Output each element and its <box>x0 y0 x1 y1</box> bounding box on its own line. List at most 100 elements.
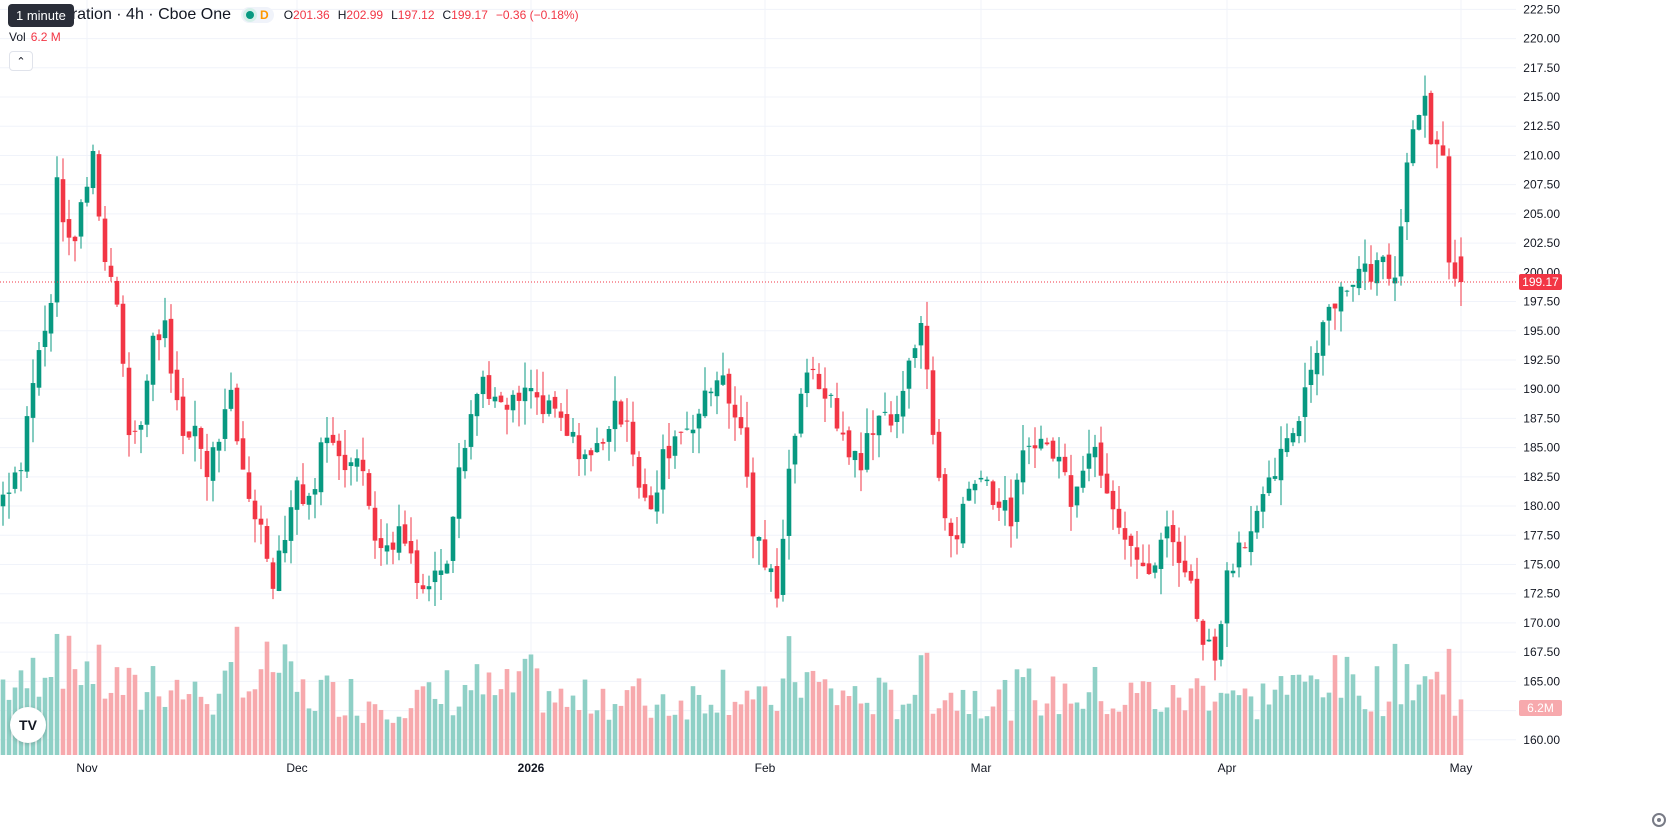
volume-bar <box>888 689 894 755</box>
volume-bar <box>612 704 618 755</box>
volume-bar <box>30 657 36 755</box>
candle-body <box>222 409 228 439</box>
volume-legend[interactable]: Vol 6.2 M <box>9 30 61 44</box>
collapse-legend-button[interactable]: ⌃ <box>9 51 33 71</box>
candle-body <box>1080 470 1086 488</box>
volume-bar <box>1338 697 1344 755</box>
candle-body <box>72 236 78 242</box>
candle-body <box>438 570 444 575</box>
price-tick-label: 182.50 <box>1523 470 1560 484</box>
candle-body <box>192 425 198 437</box>
volume-bar <box>1314 679 1320 755</box>
price-tick-label: 205.00 <box>1523 207 1560 221</box>
volume-bar <box>810 670 816 755</box>
candle-body <box>312 489 318 495</box>
volume-bar <box>906 703 912 755</box>
status-badges[interactable]: D <box>241 7 274 23</box>
volume-bar <box>102 698 108 755</box>
ohlc-open: O201.36 <box>283 8 330 22</box>
candle-body <box>492 396 498 402</box>
candle-body <box>456 467 462 519</box>
volume-bar <box>1386 701 1392 755</box>
volume-bar <box>396 716 402 755</box>
volume-bar <box>1266 704 1272 755</box>
volume-bar <box>792 682 798 755</box>
volume-bar <box>1278 676 1284 755</box>
price-tick-label: 195.00 <box>1523 324 1560 338</box>
time-axis[interactable]: Nov Dec 2026 Feb Mar Apr May <box>76 761 1472 775</box>
volume-bar <box>174 679 180 755</box>
tradingview-logo[interactable]: TV <box>10 707 46 743</box>
volume-bar <box>954 710 960 755</box>
candle-body <box>1098 442 1104 476</box>
volume-bar <box>834 705 840 755</box>
volume-bar <box>234 626 240 755</box>
volume-bar <box>708 704 714 755</box>
candle-body <box>1356 268 1362 289</box>
volume-bar <box>618 705 624 755</box>
candle-body <box>510 394 516 411</box>
symbol-legend[interactable]: A Corporation · 4h · Cboe One D O201.36 … <box>14 6 579 24</box>
candle-body <box>600 442 606 444</box>
volume-bar <box>1308 675 1314 755</box>
candle-body <box>792 435 798 465</box>
candle-body <box>708 391 714 394</box>
volume-bar <box>144 692 150 755</box>
candle-body <box>432 570 438 583</box>
volume-bar <box>1008 720 1014 755</box>
volume-bar <box>1254 719 1260 755</box>
volume-bar <box>192 681 198 755</box>
volume-bar <box>570 695 576 755</box>
candle-body <box>504 404 510 410</box>
candle-body <box>666 445 672 459</box>
candle-body <box>60 179 66 223</box>
candle-body <box>234 387 240 442</box>
candle-body <box>1416 115 1422 130</box>
candle-body <box>1158 539 1164 569</box>
volume-bar <box>186 694 192 755</box>
volume-bar <box>864 702 870 755</box>
volume-bar <box>360 722 366 755</box>
volume-bar <box>768 704 774 755</box>
volume-bar <box>1272 689 1278 755</box>
candle-body <box>636 457 642 488</box>
last-volume-label: 6.2M <box>1527 701 1554 715</box>
candle-body <box>1140 562 1146 567</box>
candle-body <box>1110 490 1116 510</box>
ohlc-low: L197.12 <box>391 8 435 22</box>
price-axis[interactable]: 160.00162.50165.00167.50170.00172.50175.… <box>1519 2 1562 747</box>
time-tick-label: May <box>1450 761 1473 775</box>
volume-bar <box>1080 708 1086 755</box>
candle-body <box>648 495 654 510</box>
volume-bar <box>972 690 978 755</box>
candle-body <box>162 320 168 339</box>
candle-body <box>1002 500 1008 511</box>
volume-bar <box>1050 676 1056 755</box>
volume-bar <box>816 681 822 755</box>
candle-body <box>114 280 120 305</box>
gear-icon[interactable] <box>1652 813 1666 827</box>
volume-bar <box>306 708 312 755</box>
candle-body <box>1122 528 1128 540</box>
candle-body <box>36 350 42 388</box>
volume-bar <box>1320 697 1326 755</box>
volume-bar <box>498 689 504 755</box>
price-tick-label: 212.50 <box>1523 119 1560 133</box>
volume-bar <box>900 704 906 755</box>
volume-bar <box>858 703 864 755</box>
candle-body <box>594 443 600 453</box>
candle-body <box>84 186 90 203</box>
volume-bar <box>1200 685 1206 755</box>
volume-bar <box>384 719 390 755</box>
price-tick-label: 177.50 <box>1523 528 1560 542</box>
candle-body <box>786 468 792 536</box>
candle-body <box>1044 442 1050 445</box>
candle-body <box>1062 456 1068 473</box>
candle-body <box>360 459 366 472</box>
volume-bar <box>978 718 984 755</box>
volume-bar <box>1434 671 1440 755</box>
volume-bar <box>1128 682 1134 755</box>
volume-bar <box>342 715 348 755</box>
ohlc-high: H202.99 <box>337 8 384 22</box>
